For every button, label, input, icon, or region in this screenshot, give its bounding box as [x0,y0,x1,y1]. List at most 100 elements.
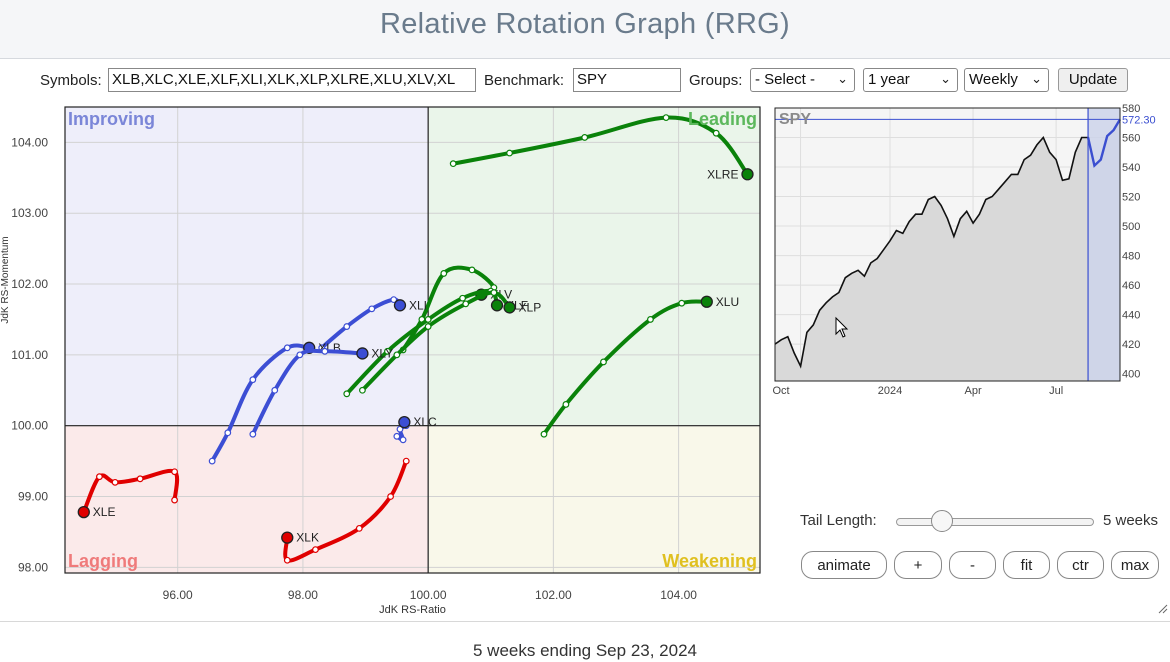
spy-y-tick-label-5: 500 [1122,221,1140,233]
spy-title: SPY [779,111,811,128]
period-select-value: 1 year [868,71,910,88]
spy-price-line-highlight [1086,118,1122,168]
tail-point-xlu [600,358,607,366]
center-button[interactable]: ctr [1057,551,1104,579]
tail-length-slider[interactable] [896,510,1094,532]
tail-point-xlu [562,401,570,408]
benchmark-input[interactable]: SPY [573,68,681,92]
quadrant-lagging [65,425,429,573]
tail-point-xlc [393,432,401,440]
spy-y-tick-label-8: 560 [1122,133,1140,145]
zoom-out-button[interactable]: - [949,551,996,579]
tail-point-xlk [312,546,319,554]
label-xle: XLE [93,505,116,519]
tail-point-xlf [384,347,391,355]
tail-point-xlu [540,430,548,438]
tail-point-xlp [393,351,401,359]
tail-point-xlre [662,114,670,122]
spy-last-value-label: 572.30 [1122,114,1156,126]
quadrant-label-weakening: Weakening [662,551,757,571]
tail-point-xly [249,430,257,438]
tail-point-xlk [402,457,410,465]
update-button[interactable]: Update [1058,68,1128,92]
tail-point-xly [296,351,304,359]
footer-caption: 5 weeks ending Sep 23, 2024 [472,641,697,660]
spy-y-tick-label-0: 400 [1122,369,1140,381]
tail-point-xlp [424,323,432,330]
x-tick-label-4: 104.00 [660,588,697,602]
series-xlk: XLK [281,457,410,564]
zoom-in-button[interactable]: + [894,551,942,579]
head-point-xli [393,299,407,312]
fit-button[interactable]: fit [1003,551,1050,579]
y-tick-label-3: 101.00 [11,348,48,362]
spy-y-tick-label-3: 460 [1122,280,1140,292]
x-tick-label-0: 96.00 [163,588,193,602]
tail-point-xlk [355,524,363,532]
y-axis-title: JdK RS-Momentum [0,236,11,323]
series-xly: XLY [249,346,393,438]
y-tick-label-6: 104.00 [11,135,48,149]
tail-point-xlp [490,289,498,296]
rrg-chart[interactable]: 96.00 98.00 100.00 102.00 104.00 98.00 99.00 10… [0,100,762,620]
symbols-input[interactable]: XLB,XLC,XLE,XLF,XLI,XLK,XLP,XLRE,XLU,XLV… [108,68,476,92]
spy-area-fill [775,119,1120,382]
tail-point-xlv [440,270,448,277]
tail-point-xlf [343,390,351,398]
footer-divider [0,621,1170,622]
tail-point-xlu [678,299,686,307]
tail-point-xlb [283,344,291,352]
spy-x-tick-label-1: 2024 [878,385,902,397]
symbols-label: Symbols: [40,72,102,89]
spy-y-tick-label-1: 420 [1122,339,1140,351]
spy-frame [774,107,1121,382]
groups-select[interactable]: - Select - ⌄ [750,68,855,92]
interval-select-value: Weekly [969,71,1018,88]
interval-select[interactable]: Weekly ⌄ [964,68,1049,92]
head-point-xlre [741,168,754,181]
tail-length-slider-thumb[interactable] [930,510,953,532]
head-point-xle [77,505,90,519]
max-button[interactable]: max [1111,551,1159,579]
y-tick-label-4: 102.00 [11,277,48,291]
tail-point-xlc [399,436,407,444]
tail-point-xle [171,496,178,504]
spy-y-tick-label-6: 520 [1122,192,1140,204]
animate-button[interactable]: animate [801,551,887,579]
tail-point-xlre [506,149,513,157]
quadrant-label-lagging: Lagging [68,551,138,571]
tail-point-xlb [224,429,232,437]
x-tick-label-2: 100.00 [410,588,447,602]
tail-point-xly [271,386,279,394]
head-point-xlu [700,295,713,308]
benchmark-label: Benchmark: [484,72,565,89]
tail-point-xlre [449,160,457,168]
label-xlre: XLRE [707,167,738,181]
period-select[interactable]: 1 year ⌄ [863,68,958,92]
tail-point-xlf [424,316,432,323]
spy-price-line [774,118,1121,369]
spy-chart: 400 420 440 460 480 500 520 540 560 580 Oct 2024 Apr… [772,103,1156,397]
rrg-axes: 96.00 98.00 100.00 102.00 104.00 98.00 99.00 10… [0,106,761,616]
rrg-text: Improving Leading Lagging Weakening [68,109,757,571]
tail-point-xlre [581,134,589,141]
tail-point-xli [390,296,398,304]
controls-bar: Symbols: XLB,XLC,XLE,XLF,XLI,XLK,XLP,XLR… [0,66,1170,96]
quadrant-label-improving: Improving [68,109,155,129]
tail-length-value: 5 weeks [1103,512,1159,529]
rrg-quadrants [65,107,760,573]
plot-frame [64,106,761,574]
tail-point-xlv [468,266,476,274]
tail-point-xle [171,468,178,476]
spy-y-tick-label-4: 480 [1122,251,1140,263]
series-xlre: XLRE [449,114,754,181]
label-xly: XLY [371,346,393,360]
spy-highlight-window [1088,108,1120,381]
series-xlc: XLC [393,415,437,444]
spy-y-tick-label-7: 540 [1122,162,1140,174]
chevron-down-icon: ⌄ [940,71,951,86]
spy-y-tick-label-2: 440 [1122,310,1140,322]
resize-handle-icon[interactable] [1158,604,1168,614]
tail-point-xlre [712,129,720,137]
